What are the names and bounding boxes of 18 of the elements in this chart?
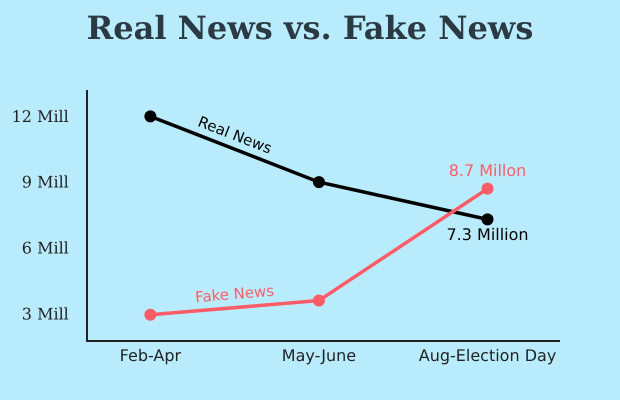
point <box>144 308 156 321</box>
y-tick-label: 6 Mill <box>22 238 69 258</box>
x-tick-label: Aug-Election Day <box>418 346 556 366</box>
point <box>312 176 325 188</box>
data-label: 7.3 Million <box>446 224 529 244</box>
x-tick-label: May-June <box>282 346 356 366</box>
text: Real News <box>195 112 274 158</box>
point <box>144 110 156 122</box>
y-tick-label: 12 Mill <box>12 106 69 126</box>
point <box>482 213 494 226</box>
point <box>312 294 325 307</box>
data-label: 8.7 Millon <box>448 161 526 180</box>
x-tick-label: Feb-Apr <box>120 346 182 366</box>
series-label: Fake News <box>194 282 275 306</box>
point <box>482 182 494 195</box>
chart-title: Real News vs. Fake News <box>86 9 534 48</box>
y-tick-label: 9 Mill <box>22 172 69 192</box>
y-tick-label: 3 Mill <box>22 304 69 324</box>
